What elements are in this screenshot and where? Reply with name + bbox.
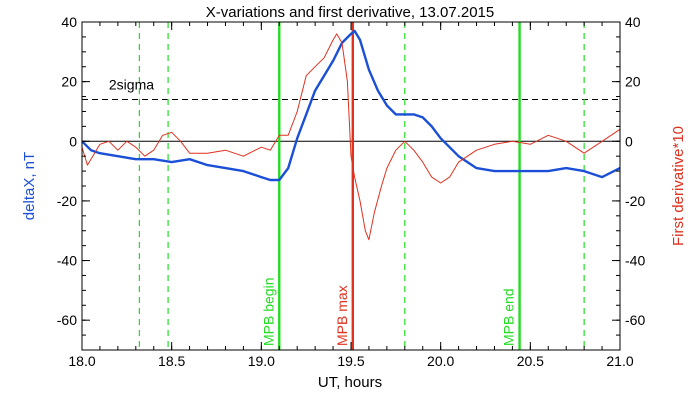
y-tick-label-right: -40 [625, 253, 645, 269]
series [81, 29, 621, 241]
x-tick-label: 18.5 [158, 353, 185, 369]
chart-title: X-variations and first derivative, 13.07… [206, 4, 495, 21]
y-tick-label-right: 40 [625, 14, 641, 30]
y-tick-label-right: -20 [625, 193, 645, 209]
y-tick-label-left: 20 [61, 74, 77, 90]
x-tick-label: 20.0 [427, 353, 454, 369]
y-tick-label-left: 40 [61, 14, 77, 30]
y-tick-label-left: -40 [57, 253, 77, 269]
x-tick-label: 18.0 [68, 353, 95, 369]
y-tick-label-right: 0 [625, 133, 633, 149]
threshold-label: 2sigma [109, 77, 154, 93]
y-tick-label-left: 0 [69, 133, 77, 149]
event-label: MPB end [501, 288, 517, 346]
event-label: MPB begin [260, 278, 276, 346]
plot-area [82, 99, 620, 142]
y-tick-label-right: 20 [625, 74, 641, 90]
x-tick-label: 19.5 [337, 353, 364, 369]
x-tick-label: 20.5 [517, 353, 544, 369]
y-tick-label-right: -60 [625, 312, 645, 328]
axes: 18.0 18.5 19.0 19.5 20.0 20.5 21.0 -60 -60 -40 -40… [57, 14, 646, 369]
y-tick-label-left: -20 [57, 193, 77, 209]
series-line-derivative [81, 33, 621, 241]
annotations: 2sigma MPB begin MPB max MPB end [109, 77, 517, 346]
y-axis-label-right: First derivative*10 [670, 126, 687, 246]
x-axis-label: UT, hours [318, 374, 382, 391]
series-line-deltaX [81, 29, 621, 182]
x-tick-label: 21.0 [606, 353, 633, 369]
y-tick-label-left: -60 [57, 312, 77, 328]
plot-frame [81, 21, 621, 351]
x-tick-label: 19.0 [248, 353, 275, 369]
event-lines [138, 22, 585, 350]
event-label: MPB max [334, 285, 350, 346]
y-axis-label-left: deltaX, nT [21, 152, 38, 220]
